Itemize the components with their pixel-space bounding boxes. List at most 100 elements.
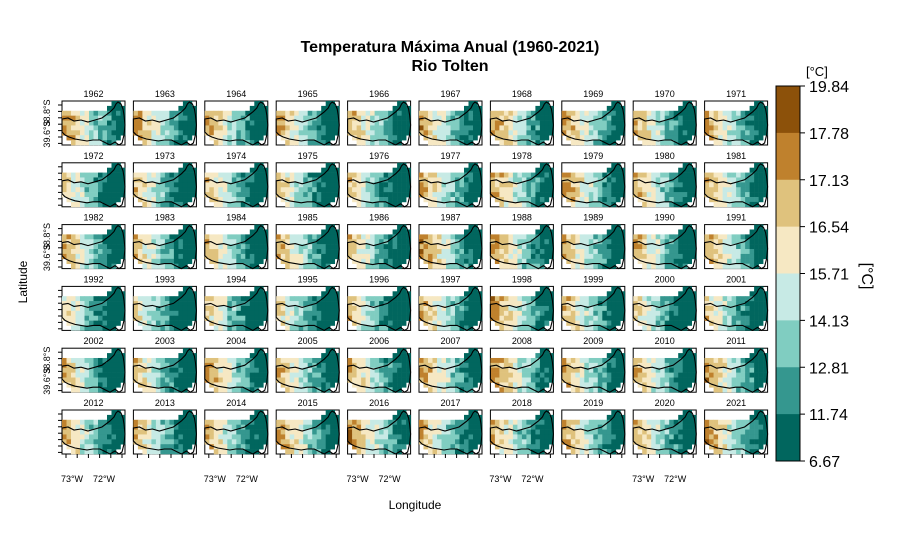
heatmap-cell — [494, 244, 500, 250]
heatmap-cell — [731, 135, 737, 141]
heatmap-cell — [71, 387, 76, 393]
heatmap-cell — [615, 101, 621, 107]
heatmap-cell — [298, 357, 304, 364]
heatmap-cell — [432, 253, 438, 260]
heatmap-cell — [544, 224, 550, 230]
heatmap-cell — [263, 249, 269, 255]
heatmap-cell — [575, 239, 581, 245]
heatmap-cell — [745, 258, 750, 265]
panel-year-label: 1964 — [226, 89, 246, 99]
heatmap-cell — [146, 177, 152, 183]
heatmap-cell — [164, 120, 170, 126]
heatmap-cell — [646, 115, 652, 121]
heatmap-cell — [722, 197, 728, 203]
heatmap-cell — [80, 263, 85, 269]
heatmap-cell — [169, 253, 175, 260]
heatmap-cell — [588, 296, 594, 302]
heatmap-cell — [330, 229, 335, 235]
heatmap-cell — [392, 234, 398, 240]
heatmap-cell — [249, 177, 255, 183]
heatmap-cell — [397, 253, 402, 260]
heatmap-cell — [116, 320, 121, 326]
heatmap-cell — [388, 125, 393, 131]
heatmap-cell — [740, 315, 746, 321]
heatmap-cell — [352, 120, 357, 126]
heatmap-cell — [89, 172, 94, 178]
heatmap-cell — [575, 382, 581, 388]
heatmap-cell — [530, 377, 536, 383]
heatmap-cell — [160, 172, 166, 178]
heatmap-cell — [227, 234, 233, 240]
heatmap-cell — [633, 120, 638, 126]
heatmap-cell — [423, 305, 429, 312]
heatmap-cell — [374, 382, 380, 388]
heatmap-cell — [325, 172, 331, 178]
heatmap-cell — [722, 239, 728, 245]
heatmap-cell — [544, 320, 550, 326]
heatmap-cell — [722, 172, 728, 178]
heatmap-cell — [312, 325, 317, 331]
heatmap-cell — [651, 234, 656, 240]
heatmap-cell — [178, 315, 184, 321]
heatmap-cell — [222, 296, 228, 302]
heatmap-cell — [508, 301, 514, 307]
heatmap-cell — [526, 263, 532, 269]
heatmap-cell — [548, 234, 554, 240]
heatmap-cell — [120, 125, 126, 131]
heatmap-cell — [499, 387, 505, 393]
heatmap-cell — [397, 258, 402, 265]
heatmap-cell — [164, 377, 170, 383]
heatmap-cell — [736, 234, 741, 240]
heatmap-cell — [146, 301, 152, 307]
heatmap-cell — [758, 172, 764, 178]
heatmap-cell — [107, 263, 112, 269]
heatmap-cell — [120, 234, 126, 240]
heatmap-cell — [731, 315, 737, 321]
heatmap-cell — [89, 249, 94, 255]
heatmap-cell — [218, 172, 224, 178]
heatmap-cell — [606, 387, 612, 393]
heatmap-cell — [570, 192, 576, 198]
heatmap-cell — [218, 320, 224, 326]
heatmap-cell — [570, 172, 576, 178]
heatmap-cell — [441, 253, 447, 260]
heatmap-cell — [62, 310, 67, 317]
heatmap-cell — [713, 301, 719, 307]
heatmap-cell — [526, 305, 532, 312]
heatmap-cell — [763, 192, 768, 198]
heatmap-cell — [213, 192, 219, 198]
heatmap-cell — [111, 224, 117, 230]
heatmap-cell — [731, 120, 737, 126]
heatmap-cell — [370, 110, 375, 116]
heatmap-cell — [66, 244, 72, 250]
heatmap-cell — [209, 120, 215, 126]
heatmap-cell — [548, 372, 554, 378]
heatmap-cell — [160, 197, 166, 203]
heatmap-cell — [749, 244, 755, 250]
heatmap-cell — [450, 372, 456, 378]
heatmap-cell — [503, 201, 509, 208]
map-panel-2003: 2003 — [132, 336, 197, 393]
heatmap-cell — [477, 315, 483, 321]
heatmap-cell — [740, 249, 746, 255]
heatmap-cell — [169, 197, 175, 203]
heatmap-cell — [155, 187, 161, 193]
heatmap-cell — [597, 135, 603, 141]
heatmap-cell — [116, 315, 121, 321]
heatmap-cell — [142, 258, 148, 265]
heatmap-cell — [263, 372, 269, 378]
heatmap-cell — [75, 239, 81, 245]
heatmap-cell — [455, 135, 460, 141]
heatmap-cell — [285, 377, 290, 383]
heatmap-cell — [682, 130, 688, 136]
heatmap-cell — [530, 382, 536, 388]
heatmap-cell — [146, 325, 152, 331]
heatmap-cell — [258, 135, 264, 141]
heatmap-cell — [137, 310, 143, 317]
heatmap-cell — [544, 192, 550, 198]
heatmap-cell — [473, 362, 478, 369]
heatmap-cell — [521, 115, 527, 121]
heatmap-cell — [84, 382, 90, 388]
heatmap-cell — [397, 197, 402, 203]
heatmap-cell — [437, 177, 442, 183]
